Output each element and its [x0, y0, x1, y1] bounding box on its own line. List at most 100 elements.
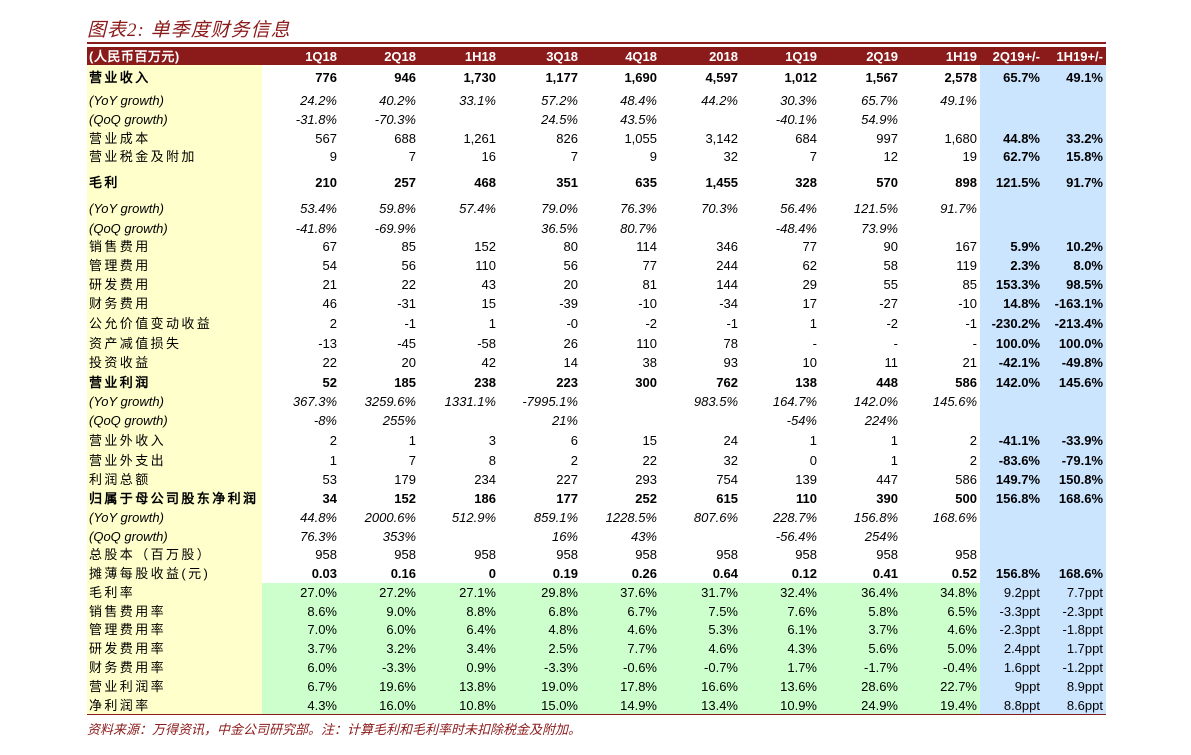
selling-expense-ratio-1h19-change: -2.3ppt	[1043, 602, 1106, 620]
table-header-row: (人民币百万元) 1Q18 2Q18 1H18 3Q18 4Q18 2018 1…	[87, 47, 1106, 65]
operating-profit-yoy-growth-1h19: 145.6%	[932, 394, 977, 409]
net-profit-qoq-growth-1q18: 76.3%	[300, 528, 337, 544]
total-profit-1h19: 586	[955, 472, 977, 487]
financial-expenses-4q18: -10	[638, 296, 657, 311]
total-shares-1q19: 958	[795, 547, 817, 562]
selling-expense-ratio-label: 销售费用率	[87, 602, 262, 620]
total-profit-1q19: 139	[795, 472, 817, 487]
net-margin-2q18: 16.0%	[340, 696, 419, 714]
gross-profit-2018: 1,455	[705, 174, 738, 190]
admin-expense-ratio-2q19-change: -2.3ppt	[980, 620, 1043, 639]
selling-expense-ratio-2q19-change: -3.3ppt	[980, 602, 1043, 620]
operating-profit-yoy-growth-1h19-change	[1043, 392, 1106, 411]
net-profit-attributable-1q19: 110	[796, 491, 817, 506]
operating-margin-4q18: 17.8%	[581, 677, 660, 696]
admin-expenses-1q19: 62	[802, 258, 817, 273]
admin-expenses-1h19-change: 8.0%	[1043, 256, 1106, 275]
diluted-eps-3q18: 0.19	[552, 566, 578, 581]
selling-expense-ratio-1q19: 7.6%	[741, 602, 820, 620]
net-margin-label: 净利润率	[87, 696, 262, 714]
taxes-and-surcharges-1q18: 9	[329, 149, 337, 164]
cost-of-revenue-3q18: 826	[556, 130, 578, 146]
column-header-1q18: 1Q18	[262, 47, 340, 65]
operating-profit-2q18: 185	[394, 374, 416, 390]
operating-profit-qoq-growth-label: (QoQ growth)	[87, 411, 262, 430]
gross-margin-4q18: 37.6%	[581, 583, 660, 602]
admin-expenses-label: 管理费用	[87, 256, 262, 275]
rd-expenses-2q19: 55	[883, 277, 898, 292]
asset-impairment-loss-1q18: -13	[318, 335, 337, 351]
admin-expense-ratio-4q18: 4.6%	[581, 620, 660, 639]
row-selling-expense-ratio: 销售费用率 8.6% 9.0% 8.8% 6.8% 6.7% 7.5% 7.6% 5.8% 6.5…	[87, 602, 1106, 620]
financial-expenses-2q19: -27	[879, 296, 898, 311]
row-net-profit-yoy-growth: (YoY growth) 44.8% 2000.6% 512.9% 859.1% 1228…	[87, 508, 1106, 527]
revenue-2018: 4,597	[705, 70, 738, 85]
non-operating-income-4q18: 15	[642, 432, 657, 448]
non-operating-income-1q18: 2	[329, 432, 337, 448]
total-profit-2q18: 179	[394, 472, 416, 487]
asset-impairment-loss-2q19: -	[893, 335, 898, 351]
rd-expenses-3q18: 20	[563, 277, 578, 292]
row-financial-expenses: 财务费用 46 -31 15 -39 -10 -34 17 -27 -10 14.8% -163.1%	[87, 294, 1106, 313]
financial-expenses-1q18: 46	[322, 296, 337, 311]
net-profit-attributable-1h19: 500	[955, 491, 977, 506]
fair-value-change-gain-label: 公允价值变动收益	[87, 313, 262, 333]
net-profit-qoq-growth-2q19-change	[980, 527, 1043, 545]
column-header-2018: 2018	[660, 47, 741, 65]
row-financial-expense-ratio: 财务费用率 6.0% -3.3% 0.9% -3.3% -0.6% -0.7% 1.7% -1.…	[87, 658, 1106, 677]
admin-expense-ratio-3q18: 4.8%	[499, 620, 581, 639]
rd-expense-ratio-2018: 4.6%	[660, 639, 741, 658]
admin-expense-ratio-2018: 5.3%	[660, 620, 741, 639]
gross-profit-yoy-growth-2q19: 121.5%	[853, 201, 898, 216]
rd-expense-ratio-1h19-change: 1.7ppt	[1043, 639, 1106, 658]
net-profit-qoq-growth-2018	[660, 527, 741, 545]
total-shares-2q18: 958	[394, 547, 416, 562]
column-header-1q19: 1Q19	[741, 47, 820, 65]
column-header-4q18: 4Q18	[581, 47, 660, 65]
fair-value-change-gain-2q19: -2	[886, 315, 898, 331]
row-investment-income: 投资收益 22 20 42 14 38 93 10 11 21 -42.1% -49.8%	[87, 353, 1106, 372]
total-profit-1h19-change: 150.8%	[1043, 470, 1106, 489]
gross-margin-2q18: 27.2%	[340, 583, 419, 602]
operating-profit-label: 营业利润	[87, 372, 262, 392]
operating-profit-yoy-growth-2q18: 3259.6%	[364, 394, 416, 409]
row-gross-profit-yoy-growth: (YoY growth) 53.4% 59.8% 57.4% 79.0% 76.3% 70.…	[87, 198, 1106, 219]
net-profit-yoy-growth-2q19: 156.8%	[853, 510, 898, 525]
net-profit-qoq-growth-1h18	[419, 527, 499, 545]
diluted-eps-2018: 0.64	[712, 566, 738, 581]
admin-expenses-4q18: 77	[642, 258, 657, 273]
total-shares-1h19: 958	[955, 547, 977, 562]
asset-impairment-loss-1h18: -58	[477, 335, 496, 351]
revenue-4q18: 1,690	[624, 70, 657, 85]
net-profit-yoy-growth-4q18: 1228.5%	[605, 510, 657, 525]
selling-expenses-4q18: 114	[636, 239, 657, 254]
revenue-yoy-growth-2q19-change	[980, 90, 1043, 110]
cost-of-revenue-2018: 3,142	[705, 130, 738, 146]
gross-profit-qoq-growth-1h19	[901, 219, 980, 237]
diluted-eps-label: 摊薄每股收益(元)	[87, 564, 262, 583]
net-profit-qoq-growth-1q19: -56.4%	[775, 528, 817, 544]
total-profit-3q18: 227	[556, 472, 578, 487]
financial-expenses-3q18: -39	[559, 296, 578, 311]
admin-expense-ratio-2q18: 6.0%	[340, 620, 419, 639]
row-revenue-qoq-growth: (QoQ growth) -31.8% -70.3% 24.5% 43.5% -40.1%…	[87, 110, 1106, 129]
diluted-eps-1q19: 0.12	[791, 566, 817, 581]
row-net-profit-attributable: 归属于母公司股东净利润 34 152 186 177 252 615 110 390 500 156…	[87, 489, 1106, 508]
net-profit-yoy-growth-3q18: 859.1%	[533, 510, 578, 525]
row-non-operating-income: 营业外收入 2 1 3 6 15 24 1 1 2 -41.1% -33.9%	[87, 430, 1106, 450]
gross-profit-qoq-growth-2q19: 73.9%	[861, 220, 898, 236]
rd-expense-ratio-4q18: 7.7%	[581, 639, 660, 658]
row-total-profit: 利润总额 53 179 234 227 293 754 139 447 586 149.7% 150.…	[87, 470, 1106, 489]
net-profit-yoy-growth-2q18: 2000.6%	[364, 510, 416, 525]
investment-income-1q19: 10	[802, 355, 817, 370]
financial-expense-ratio-2q19: -1.7%	[820, 658, 901, 677]
gross-profit-yoy-growth-4q18: 76.3%	[620, 201, 657, 216]
rd-expense-ratio-2q19-change: 2.4ppt	[980, 639, 1043, 658]
rd-expenses-1h19: 85	[962, 277, 977, 292]
selling-expenses-2q19: 90	[883, 239, 898, 254]
row-cost-of-revenue: 营业成本 567 688 1,261 826 1,055 3,142 684 997 1,680 4…	[87, 129, 1106, 147]
row-gross-margin: 毛利率 27.0% 27.2% 27.1% 29.8% 37.6% 31.7% 32.4% 36…	[87, 583, 1106, 602]
asset-impairment-loss-label: 资产减值损失	[87, 333, 262, 353]
operating-profit-4q18: 300	[635, 374, 657, 390]
revenue-1h19-change: 49.1%	[1043, 65, 1106, 90]
